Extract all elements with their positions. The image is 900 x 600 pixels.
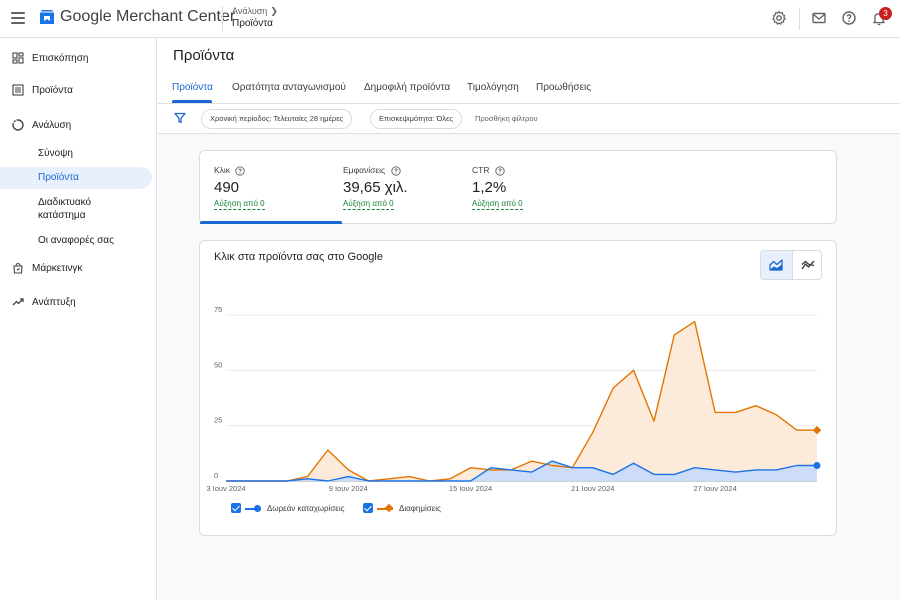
x-tick-label: 27 Ιουν 2024	[693, 484, 736, 493]
growth-icon	[12, 298, 24, 306]
marketing-icon	[13, 262, 23, 274]
menu-icon[interactable]	[11, 12, 25, 24]
metric-ctr[interactable]: CTR 1,2% Αύξηση από 0	[472, 151, 600, 223]
legend-checkbox[interactable]	[231, 503, 241, 513]
x-tick-label: 3 Ιουν 2024	[206, 484, 245, 493]
metric-change: Αύξηση από 0	[343, 199, 394, 210]
main-content: Προϊόντα Προϊόντα Ορατότητα ανταγωνισμού…	[158, 38, 900, 600]
tab-promotions[interactable]: Προωθήσεις	[536, 82, 592, 93]
sidebar-item-label: Μάρκετινγκ	[32, 262, 83, 274]
legend-item-ads[interactable]: Διαφημίσεις	[363, 502, 463, 516]
top-app-bar: Google Merchant Center Ανάλυση ❯ Προϊόντα…	[0, 0, 900, 38]
sidebar-item-label: Επισκόπηση	[32, 52, 89, 64]
legend-label: Δωρεάν καταχωρίσεις	[267, 504, 345, 513]
breadcrumb: Ανάλυση ❯	[232, 6, 278, 17]
sidebar: Επισκόπηση Προϊόντα Ανάλυση Σύνοψη Προϊό…	[0, 38, 157, 600]
mail-icon[interactable]	[811, 10, 827, 26]
period-filter-chip[interactable]: Χρονική περίοδος: Τελευταίες 28 ημέρες	[201, 109, 353, 129]
chart-card: Κλικ στα προϊόντα σας στο Google 0 25 50 75…	[199, 240, 837, 536]
sidebar-item-marketing[interactable]: Μάρκετινγκ	[0, 257, 157, 279]
area-chart-icon	[769, 259, 783, 271]
y-tick-label: 0	[214, 471, 218, 480]
selected-metric-indicator	[200, 221, 342, 224]
sidebar-item-products[interactable]: Προϊόντα	[0, 79, 157, 101]
page-header: Προϊόντα Προϊόντα Ορατότητα ανταγωνισμού…	[158, 38, 900, 104]
metric-value: 39,65 χιλ.	[343, 179, 408, 196]
sidebar-item-analysis[interactable]: Ανάλυση	[0, 114, 157, 136]
y-tick-label: 25	[214, 416, 222, 425]
help-icon[interactable]	[841, 10, 857, 26]
sidebar-item-label: Ανάλυση	[32, 119, 72, 131]
y-tick-label: 75	[214, 305, 222, 314]
notifications-badge: 3	[879, 7, 892, 20]
metric-value: 490	[214, 179, 240, 196]
x-tick-label: 9 Ιουν 2024	[329, 484, 368, 493]
breadcrumb-divider	[222, 6, 223, 32]
settings-icon[interactable]	[771, 10, 787, 26]
series-line	[226, 320, 817, 482]
legend-item-free-listings[interactable]: Δωρεάν καταχωρίσεις	[231, 502, 361, 516]
help-icon[interactable]	[235, 166, 246, 176]
traffic-filter-chip[interactable]: Επισκεψιμότητα: Όλες	[370, 109, 462, 129]
series-area	[226, 321, 817, 481]
sidebar-item-label: Προϊόντα	[32, 84, 73, 96]
legend-label: Διαφημίσεις	[399, 504, 441, 513]
overview-icon	[12, 52, 24, 64]
clicks-area-chart: 0 25 50 75 3 Ιουν 2024 9 Ιουν 2024 15 Ιουν 202…	[206, 305, 822, 493]
metric-label: Κλικ	[214, 165, 246, 176]
tab-products[interactable]: Προϊόντα	[172, 82, 213, 93]
x-tick-label: 21 Ιουν 2024	[571, 484, 614, 493]
x-tick-label: 15 Ιουν 2024	[449, 484, 492, 493]
tab-popular-products[interactable]: Δημοφιλή προϊόντα	[364, 82, 451, 93]
page-title: Προϊόντα	[173, 47, 235, 64]
metric-label: Εμφανίσεις	[343, 165, 401, 176]
breadcrumb-parent[interactable]: Ανάλυση	[232, 6, 268, 16]
metric-change: Αύξηση από 0	[472, 199, 523, 210]
sidebar-subitem-your-reports[interactable]: Οι αναφορές σας	[38, 235, 114, 246]
chevron-right-icon: ❯	[270, 6, 278, 16]
filter-icon[interactable]	[174, 112, 186, 124]
filter-bar: Χρονική περίοδος: Τελευταίες 28 ημέρες Ε…	[158, 104, 900, 134]
legend-line-swatch	[245, 508, 261, 510]
metric-change: Αύξηση από 0	[214, 199, 265, 210]
circle-marker-icon	[254, 505, 261, 512]
metric-label: CTR	[472, 165, 505, 176]
sidebar-subitem-products[interactable]: Προϊόντα	[0, 167, 152, 189]
breadcrumb-current: Προϊόντα	[232, 18, 273, 29]
sidebar-item-label: Ανάπτυξη	[32, 296, 76, 308]
diamond-marker-icon	[384, 503, 394, 513]
add-filter-link[interactable]: Προσθήκη φίλτρου	[475, 114, 538, 123]
tab-competitive-visibility[interactable]: Ορατότητα ανταγωνισμού	[232, 82, 346, 93]
line-chart-button[interactable]	[792, 251, 821, 279]
chart-type-toggle	[760, 250, 822, 280]
line-chart-icon	[801, 260, 815, 270]
metric-impressions[interactable]: Εμφανίσεις 39,65 χιλ. Αύξηση από 0	[343, 151, 471, 223]
active-tab-indicator	[172, 100, 212, 103]
help-icon[interactable]	[390, 166, 401, 176]
app-title[interactable]: Google Merchant Center	[60, 8, 236, 25]
header-separator	[799, 8, 800, 30]
sidebar-item-growth[interactable]: Ανάπτυξη	[0, 291, 157, 313]
analytics-icon	[12, 119, 24, 131]
sidebar-subitem-summary[interactable]: Σύνοψη	[38, 148, 73, 159]
metrics-card: Κλικ 490 Αύξηση από 0 Εμφανίσεις 39,65 χ…	[199, 150, 837, 224]
series-line	[226, 460, 817, 482]
help-icon[interactable]	[495, 166, 505, 176]
legend-checkbox[interactable]	[363, 503, 373, 513]
series-end-point	[813, 462, 821, 470]
products-icon	[12, 84, 24, 96]
sidebar-subitem-online-store[interactable]: Διαδικτυακό κατάστημα	[38, 197, 92, 221]
tab-pricing[interactable]: Τιμολόγηση	[467, 82, 519, 93]
chart-title: Κλικ στα προϊόντα σας στο Google	[214, 251, 383, 263]
merchant-logo-icon[interactable]	[38, 8, 56, 26]
sidebar-item-overview[interactable]: Επισκόπηση	[0, 47, 157, 69]
y-tick-label: 50	[214, 360, 222, 369]
metric-value: 1,2%	[472, 179, 507, 196]
metric-clicks[interactable]: Κλικ 490 Αύξηση από 0	[200, 151, 342, 224]
area-chart-button[interactable]	[761, 251, 792, 279]
